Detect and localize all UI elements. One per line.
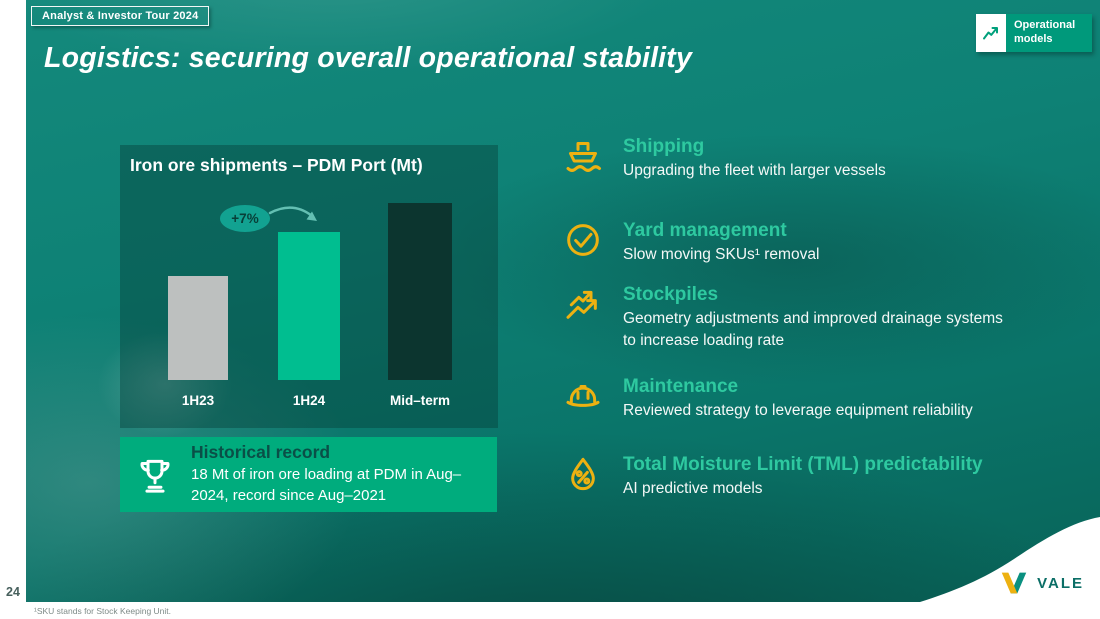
bar-label-mid-term: Mid–term [389, 393, 450, 408]
item-title: Total Moisture Limit (TML) predictabilit… [623, 454, 983, 475]
slide-title: Logistics: securing overall operational … [44, 42, 693, 74]
chart-panel: Iron ore shipments – PDM Port (Mt) 1H23 … [120, 145, 498, 428]
ship-icon [566, 142, 601, 172]
footer-wave [920, 517, 1100, 602]
badge-icon-box [976, 14, 1006, 52]
bar-1h23 [168, 276, 228, 380]
item-text: Stockpiles Geometry adjustments and impr… [623, 284, 1018, 352]
bar-mid-term [388, 203, 452, 380]
item-body: AI predictive models [623, 480, 763, 497]
item-title: Shipping [623, 136, 705, 157]
item-title: Stockpiles [623, 284, 719, 305]
hard-hat-icon [566, 385, 600, 407]
check-circle-icon [567, 224, 599, 256]
chart-up-icon [983, 26, 998, 40]
highlight-box: Historical record 18 Mt of iron ore load… [120, 437, 497, 512]
left-margin-strip [0, 0, 26, 619]
item-body: Upgrading the fleet with larger vessels [623, 162, 886, 179]
growth-annotation: +7% [220, 205, 270, 232]
item-text: Total Moisture Limit (TML) predictabilit… [623, 454, 983, 500]
list-item-maintenance: Maintenance Reviewed strategy to leverag… [563, 376, 973, 422]
chart-title: Iron ore shipments – PDM Port (Mt) [130, 155, 423, 175]
page-number: 24 [6, 585, 20, 599]
section-badge: Operational models [976, 14, 1092, 52]
bar-label-1h24: 1H24 [292, 393, 326, 408]
highlight-title: Historical record [191, 442, 331, 463]
item-body: Slow moving SKUs¹ removal [623, 246, 820, 263]
highlight-text: Historical record 18 Mt of iron ore load… [191, 442, 479, 506]
event-tag: Analyst & Investor Tour 2024 [31, 6, 210, 26]
item-title: Yard management [623, 220, 787, 241]
growth-arrow-icon [268, 206, 317, 221]
list-item-shipping: Shipping Upgrading the fleet with larger… [563, 136, 886, 182]
section-badge-label: Operational models [1006, 14, 1092, 52]
trend-up-arrows-icon [566, 290, 597, 319]
item-text: Yard management Slow moving SKUs¹ remova… [623, 220, 819, 266]
item-text: Shipping Upgrading the fleet with larger… [623, 136, 886, 182]
highlight-body: 18 Mt of iron ore loading at PDM in Aug–… [191, 466, 462, 504]
item-title: Maintenance [623, 376, 739, 397]
list-item-tml: Total Moisture Limit (TML) predictabilit… [563, 454, 983, 500]
footer-band [0, 602, 1100, 619]
trophy-icon [140, 459, 170, 493]
vale-v-icon [1001, 572, 1027, 594]
vale-logo: VALE [998, 570, 1084, 596]
vale-logo-text: VALE [1037, 574, 1084, 592]
droplet-percent-icon [571, 457, 595, 491]
list-item-stockpiles: Stockpiles Geometry adjustments and impr… [563, 284, 1018, 352]
list-item-yard-management: Yard management Slow moving SKUs¹ remova… [563, 220, 819, 266]
item-body: Geometry adjustments and improved draina… [623, 310, 1003, 349]
bar-label-1h23: 1H23 [181, 393, 215, 408]
bar-1h24 [278, 232, 340, 380]
item-text: Maintenance Reviewed strategy to leverag… [623, 376, 973, 422]
footnote: ¹SKU stands for Stock Keeping Unit. [34, 606, 172, 616]
item-body: Reviewed strategy to leverage equipment … [623, 402, 973, 419]
